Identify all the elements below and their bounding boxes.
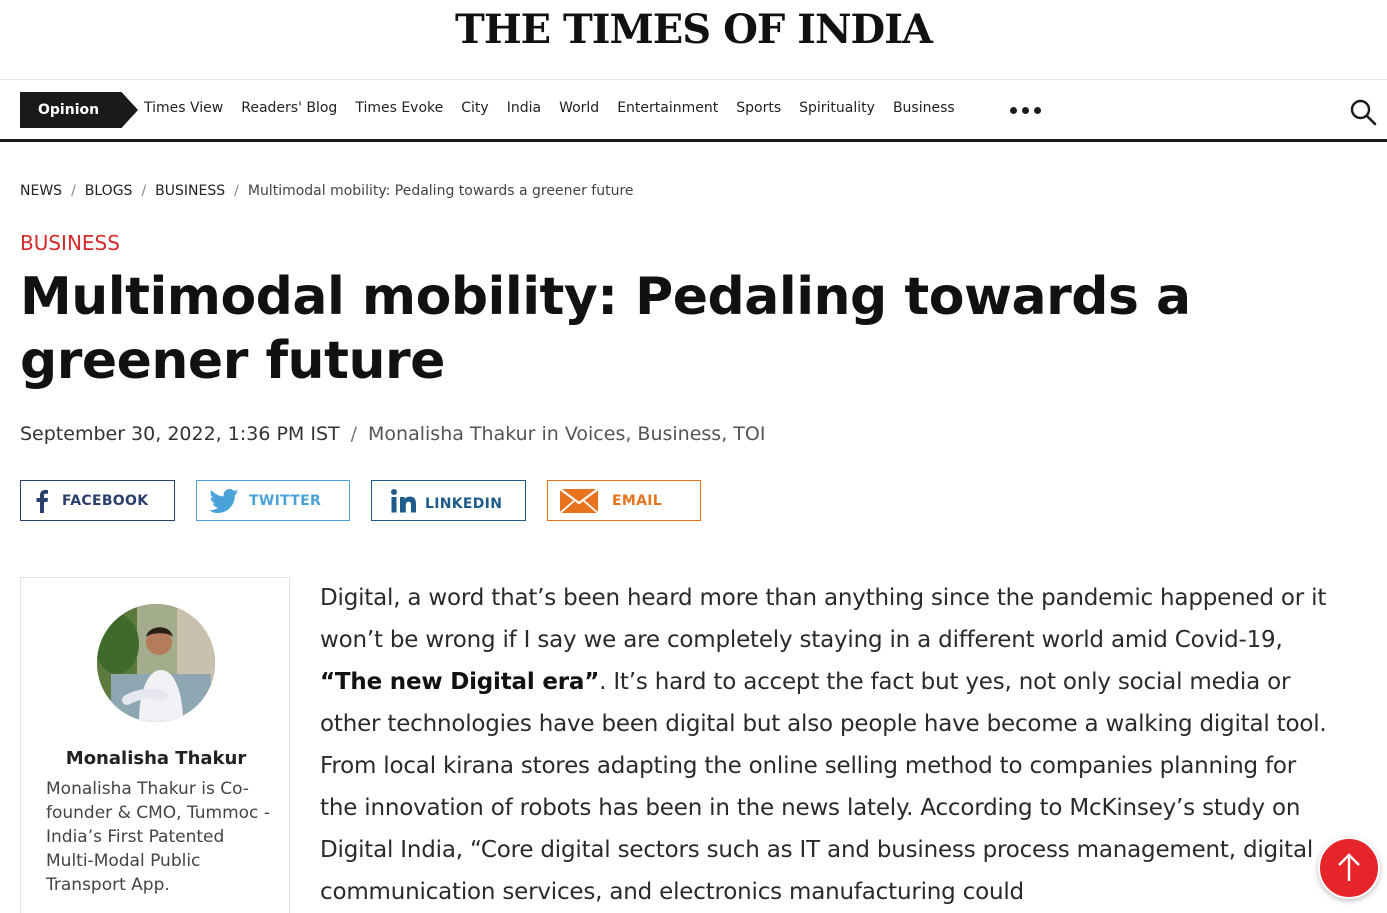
email-icon [559, 487, 599, 514]
author-name[interactable]: Monalisha Thakur [65, 748, 247, 769]
breadcrumb-separator: / [71, 183, 76, 199]
nav-items: Times View Readers' Blog Times Evoke Cit… [144, 100, 955, 116]
author-bio: Monalisha Thakur is Co-founder & CMO, Tu… [46, 779, 270, 895]
body-text-rest: . It’s hard to accept the fact but yes, … [320, 669, 1327, 905]
scroll-to-top-button[interactable] [1318, 837, 1380, 899]
nav-item-world[interactable]: World [559, 100, 600, 116]
facebook-label: FACEBOOK [62, 492, 149, 509]
section-tag[interactable]: BUSINESS [20, 231, 120, 255]
twitter-label: TWITTER [249, 492, 322, 509]
publish-date: September 30, 2022, 1:36 PM IST [20, 423, 340, 445]
more-dots-icon[interactable] [1010, 107, 1041, 114]
article-body: Digital, a word that’s been heard more t… [320, 577, 1330, 913]
main-nav: Opinion Times View Readers' Blog Times E… [0, 80, 1387, 142]
email-label: EMAIL [612, 492, 662, 509]
linkedin-label: LINKEDIN [425, 495, 503, 512]
nav-item-readers-blog[interactable]: Readers' Blog [241, 100, 338, 116]
breadcrumb-separator: / [141, 183, 147, 199]
body-text-intro: Digital, a word that’s been heard more t… [320, 585, 1327, 653]
site-logo[interactable]: THE TIMES OF INDIA [455, 6, 933, 53]
facebook-share-button[interactable]: FACEBOOK [20, 480, 175, 521]
email-share-button[interactable]: EMAIL [547, 480, 701, 521]
nav-item-india[interactable]: India [506, 100, 542, 116]
opinion-tag[interactable]: Opinion [20, 92, 138, 128]
linkedin-share-button[interactable]: LINKEDIN [371, 480, 526, 521]
twitter-share-button[interactable]: TWITTER [196, 480, 350, 521]
author-avatar[interactable] [97, 604, 215, 722]
nav-item-times-evoke[interactable]: Times Evoke [355, 100, 444, 116]
author-card: Monalisha Thakur Monalisha Thakur is Co-… [20, 577, 290, 913]
breadcrumb-blogs[interactable]: BLOGS [84, 183, 133, 199]
breadcrumb-business[interactable]: BUSINESS [155, 183, 226, 199]
nav-item-business[interactable]: Business [892, 100, 955, 116]
breadcrumb: NEWS / BLOGS / BUSINESS / Multimodal mobility:… [20, 183, 634, 199]
article-meta: September 30, 2022, 1:36 PM IST / Monalish… [20, 423, 765, 445]
twitter-icon [209, 488, 239, 513]
arrow-up-icon [1320, 839, 1378, 901]
nav-item-city[interactable]: City [461, 100, 489, 116]
breadcrumb-current: Multimodal mobility: Pedaling towards a … [247, 183, 634, 199]
article-headline: Multimodal mobility: Pedaling towards a … [20, 267, 1191, 391]
meta-separator: / [350, 423, 358, 445]
nav-item-times-view[interactable]: Times View [144, 100, 224, 116]
byline[interactable]: Monalisha Thakur in Voices, Business, TO… [368, 423, 766, 445]
breadcrumb-separator: / [234, 183, 239, 199]
nav-item-entertainment[interactable]: Entertainment [617, 100, 719, 116]
body-text-bold: “The new Digital era” [320, 669, 600, 695]
facebook-icon [36, 489, 48, 513]
nav-item-sports[interactable]: Sports [736, 100, 782, 116]
search-icon[interactable] [1349, 98, 1377, 126]
linkedin-icon [391, 488, 417, 513]
masthead: THE TIMES OF INDIA [0, 0, 1387, 80]
nav-item-spirituality[interactable]: Spirituality [799, 100, 875, 116]
breadcrumb-news[interactable]: NEWS [20, 183, 63, 199]
